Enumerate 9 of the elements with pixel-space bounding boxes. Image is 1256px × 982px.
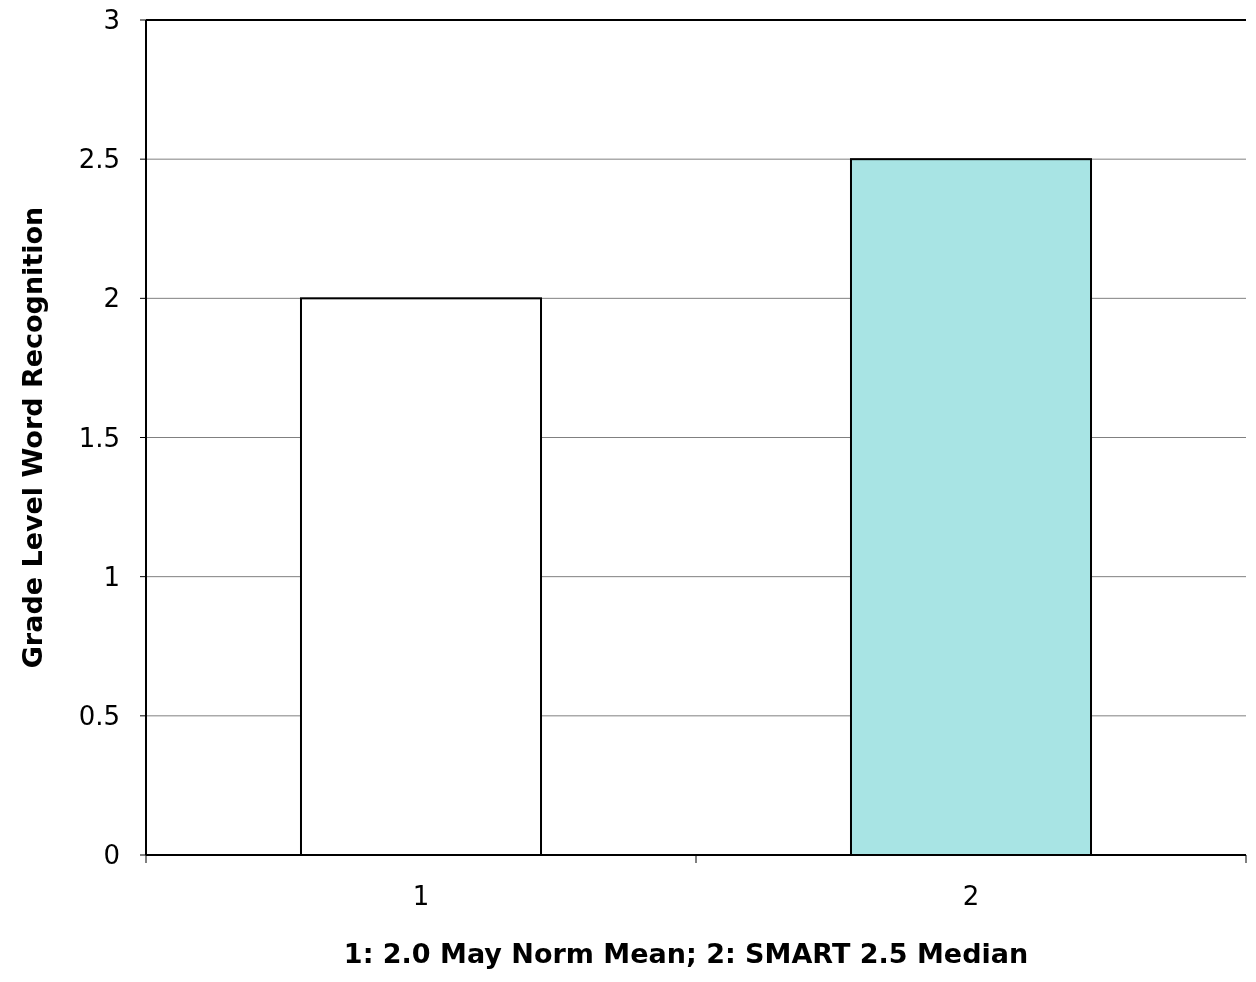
y-tick-label: 2 — [103, 283, 120, 314]
y-tick-label: 0.5 — [78, 700, 120, 731]
y-tick-label: 3 — [103, 5, 120, 36]
y-tick-label: 2.5 — [78, 144, 120, 175]
y-axis-title: Grade Level Word Recognition — [17, 206, 48, 669]
y-tick-label: 0 — [103, 840, 120, 871]
y-tick-label: 1 — [103, 561, 120, 592]
x-axis-title: 1: 2.0 May Norm Mean; 2: SMART 2.5 Median — [343, 938, 1029, 969]
y-tick-label: 1.5 — [78, 422, 120, 453]
